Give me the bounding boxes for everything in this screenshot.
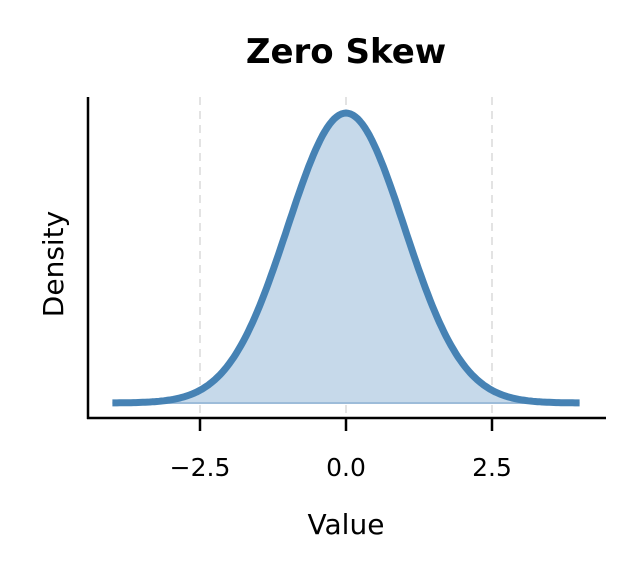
x-tick-label: 2.5	[472, 453, 512, 482]
chart-title: Zero Skew	[246, 32, 446, 72]
x-axis-label: Value	[308, 508, 385, 541]
x-tick-label: −2.5	[170, 453, 231, 482]
density-curve	[111, 109, 581, 407]
density-area-fill	[112, 113, 580, 403]
x-axis-ticks: −2.5 0.0 2.5	[170, 418, 512, 482]
x-tick-label: 0.0	[326, 453, 366, 482]
y-axis-label: Density	[37, 211, 70, 317]
